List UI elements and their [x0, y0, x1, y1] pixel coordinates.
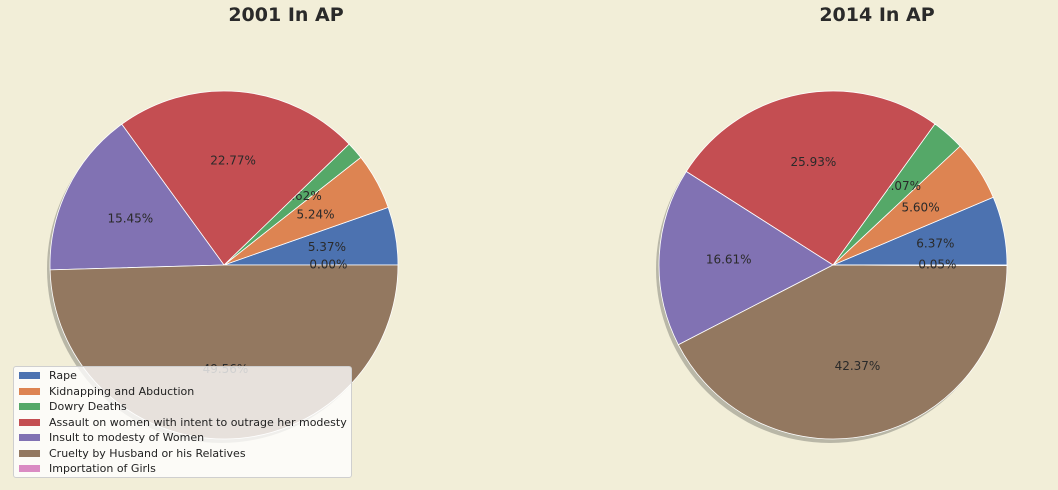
legend-item-dowry: Dowry Deaths — [19, 399, 127, 414]
legend: Rape Kidnapping and Abduction Dowry Deat… — [13, 366, 352, 478]
legend-item-importation: Importation of Girls — [19, 461, 156, 476]
slice-label: 15.45% — [107, 211, 153, 225]
slice-label: 22.77% — [210, 153, 256, 167]
legend-item-kidnapping: Kidnapping and Abduction — [19, 384, 194, 399]
pie-slice — [832, 264, 1008, 266]
chart-title-2014: 2014 In AP — [819, 4, 935, 26]
legend-swatch — [19, 387, 40, 395]
legend-item-rape: Rape — [19, 368, 77, 383]
slice-label: 0.05% — [918, 258, 956, 272]
slice-label: 16.61% — [706, 253, 752, 267]
pie-slice — [677, 264, 1008, 440]
pie-slice — [49, 123, 225, 271]
legend-item-cruelty: Cruelty by Husband or his Relatives — [19, 446, 246, 461]
slice-label: 5.37% — [308, 240, 346, 254]
slice-label: 42.37% — [835, 359, 881, 373]
legend-swatch — [19, 434, 40, 441]
legend-swatch — [19, 465, 40, 472]
legend-item-assault: Assault on women with intent to outrage … — [19, 415, 347, 430]
legend-swatch — [19, 372, 40, 379]
slice-label: 0.00% — [309, 258, 347, 272]
slice-label: 6.37% — [916, 237, 954, 251]
pie-slice — [658, 171, 834, 346]
legend-item-insult: Insult to modesty of Women — [19, 430, 204, 445]
slice-label: 25.93% — [791, 155, 837, 169]
pie-slice — [121, 90, 350, 266]
legend-swatch — [19, 403, 40, 410]
slice-label: 5.60% — [901, 201, 939, 215]
chart-title-2001: 2001 In AP — [228, 4, 344, 26]
legend-swatch — [19, 418, 40, 426]
legend-swatch — [19, 449, 40, 457]
slice-label: 5.24% — [296, 207, 334, 221]
pie-slice — [685, 90, 936, 266]
